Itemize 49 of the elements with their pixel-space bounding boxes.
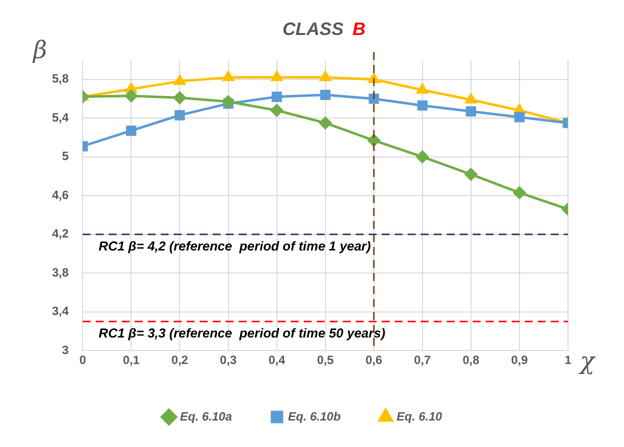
x-tick-label: 0,3: [220, 353, 237, 368]
y-tick-label: 5: [62, 149, 69, 164]
x-tick-label: 0,7: [414, 353, 432, 368]
x-tick-label: 0,9: [511, 353, 528, 368]
y-tick-label: 5,4: [52, 110, 69, 124]
point: [466, 106, 476, 116]
point: [126, 82, 137, 93]
point: [513, 186, 526, 199]
legend-label: Eq. 6.10a: [180, 409, 232, 424]
point: [417, 100, 428, 111]
point: [320, 90, 330, 100]
x-tick-label: 1: [564, 353, 572, 368]
point: [272, 92, 282, 102]
x-tick-label: 0,1: [122, 353, 140, 368]
point: [124, 90, 138, 102]
point: [319, 116, 332, 130]
point: [174, 75, 186, 86]
point: [222, 95, 235, 108]
y-tick-label: 3,4: [52, 304, 69, 318]
point: [416, 150, 429, 164]
y-tick-label: 3,8: [52, 265, 69, 280]
point: [465, 93, 477, 104]
ref-line-label: RC1 β= 3,3 (reference period of time 50 years): [98, 326, 386, 341]
y-tick-label: 5,8: [52, 72, 69, 86]
point: [416, 84, 428, 94]
point: [514, 112, 525, 122]
point: [464, 168, 478, 181]
ref-line-label: RC1 β= 4,2 (reference period of time 1 year): [98, 238, 371, 254]
x-tick-label: 0,2: [171, 353, 188, 368]
point: [173, 92, 186, 104]
y-tick-label: 4,2: [52, 226, 69, 241]
y-tick-label: 3: [62, 342, 69, 357]
y-tick-label: 4,6: [52, 188, 69, 202]
x-tick-label: 0,5: [316, 353, 334, 368]
point: [320, 71, 331, 82]
y-axis-title: β: [32, 36, 47, 64]
x-axis-title: χ: [578, 346, 596, 375]
point: [126, 126, 136, 136]
point: [270, 104, 284, 117]
point: [174, 110, 185, 120]
point: [222, 71, 234, 82]
chart-title: CLASS B: [282, 18, 366, 39]
legend-label: Eq. 6.10: [396, 409, 442, 424]
x-tick-label: 0,8: [462, 353, 480, 368]
legend-label: Eq. 6.10b: [288, 409, 341, 424]
point: [271, 71, 282, 82]
x-tick-label: 0,6: [366, 353, 383, 368]
x-tick-label: 0,4: [268, 353, 286, 368]
x-tick-label: 0: [79, 353, 86, 368]
